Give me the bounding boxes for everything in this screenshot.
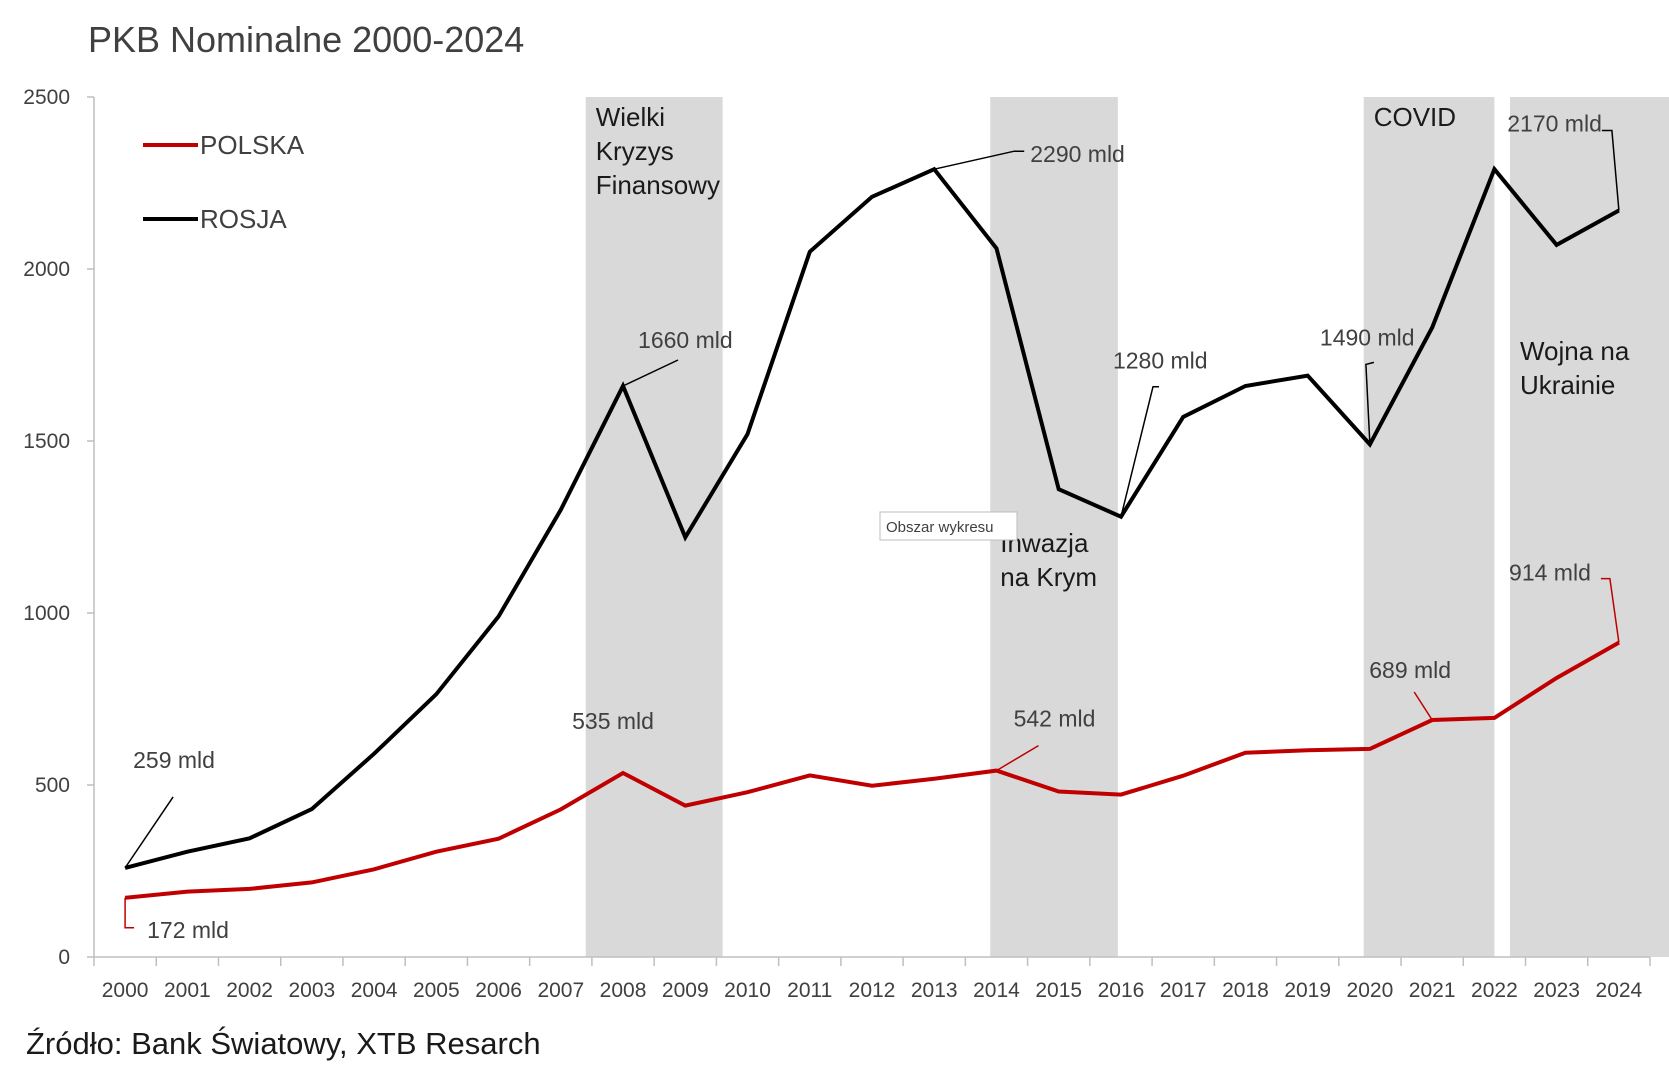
data-label: 542 mld [1014, 706, 1096, 732]
x-tick-label: 2000 [102, 979, 149, 1002]
x-tick-label: 2018 [1222, 979, 1269, 1002]
x-tick-label: 2011 [787, 979, 832, 1002]
series-line-polska [124, 640, 1620, 900]
data-label: 2290 mld [1030, 141, 1125, 167]
annotation-leader [934, 150, 1025, 170]
series-lines [124, 165, 1620, 900]
y-tick-label: 1500 [23, 430, 70, 453]
x-tick-label: 2020 [1347, 979, 1394, 1002]
band-label: Wielki [596, 102, 665, 132]
legend-label: POLSKA [200, 130, 305, 160]
y-tick-label: 0 [58, 946, 70, 969]
data-label: 689 mld [1369, 657, 1451, 683]
chart-area-tooltip: Obszar wykresu [879, 511, 1018, 541]
x-tick-label: 2021 [1409, 979, 1456, 1002]
band-label: na Krym [1000, 562, 1097, 592]
axes: 0 500 1000 1500 2000 2500 2000 2001 2002 2003 2004… [23, 86, 1651, 1002]
tooltip-box [879, 511, 1018, 541]
x-tick-label: 2009 [662, 979, 709, 1002]
y-tick-label: 1000 [23, 602, 70, 625]
annotation-leader [622, 359, 679, 387]
x-tick-label: 2017 [1160, 979, 1207, 1002]
x-tick-label: 2014 [973, 979, 1020, 1002]
legend-label: ROSJA [200, 204, 287, 234]
data-label: 172 mld [147, 917, 229, 943]
annotation-leader [996, 744, 1039, 772]
data-label: 2170 mld [1507, 111, 1602, 137]
band-label: Kryzys [596, 136, 674, 166]
data-label: 535 mld [572, 708, 654, 734]
y-tick-label: 500 [35, 774, 70, 797]
band-label: COVID [1374, 102, 1456, 132]
x-tick-label: 2013 [911, 979, 958, 1002]
data-label: 1280 mld [1113, 348, 1208, 374]
annotation-leader [1365, 361, 1375, 445]
data-label: 1660 mld [638, 327, 733, 353]
x-tick-label: 2024 [1596, 979, 1643, 1002]
data-label: 914 mld [1509, 560, 1591, 586]
series-line-rosja [124, 165, 1620, 870]
x-tick-label: 2004 [351, 979, 398, 1002]
x-tick-label: 2006 [475, 979, 522, 1002]
legend: POLSKA ROSJA [143, 130, 305, 234]
x-tick-label: 2001 [164, 979, 211, 1002]
x-tick-label: 2023 [1533, 979, 1580, 1002]
x-tick-label: 2015 [1035, 979, 1082, 1002]
annotations: 259 mld 172 mld 1660 mld 535 mld 2290 mld 542… [133, 111, 1602, 943]
x-tick-label: 2007 [537, 979, 584, 1002]
period-band [1363, 97, 1495, 957]
x-tick-label: 2016 [1098, 979, 1145, 1002]
x-tick-label: 2010 [724, 979, 771, 1002]
tooltip-text: Obszar wykresu [886, 519, 994, 536]
annotation-leader [124, 897, 135, 929]
y-tick-label: 2000 [23, 258, 70, 281]
x-tick-label: 2005 [413, 979, 460, 1002]
band-label: Wojna na [1520, 336, 1630, 366]
x-tick-label: 2008 [600, 979, 647, 1002]
period-band [1509, 97, 1669, 957]
x-tick-label: 2012 [849, 979, 896, 1002]
annotation-leader [124, 796, 174, 869]
annotation-leaders [124, 129, 1620, 929]
period-band [585, 97, 723, 957]
annotation-leader [1601, 129, 1620, 211]
band-label: Ukrainie [1520, 370, 1615, 400]
annotation-leader [1120, 385, 1159, 517]
band-label: Finansowy [596, 170, 720, 200]
source-note: Źródło: Bank Światowy, XTB Resarch [26, 1025, 541, 1061]
annotation-leader [1413, 691, 1433, 721]
x-tick-label: 2003 [288, 979, 335, 1002]
annotation-leader [1600, 577, 1620, 643]
y-tick-label: 2500 [23, 86, 70, 109]
data-label: 1490 mld [1320, 324, 1415, 350]
data-label: 259 mld [133, 747, 215, 773]
x-tick-label: 2002 [226, 979, 273, 1002]
chart-title: PKB Nominalne 2000-2024 [88, 19, 524, 60]
x-tick-label: 2022 [1471, 979, 1518, 1002]
x-tick-label: 2019 [1284, 979, 1331, 1002]
